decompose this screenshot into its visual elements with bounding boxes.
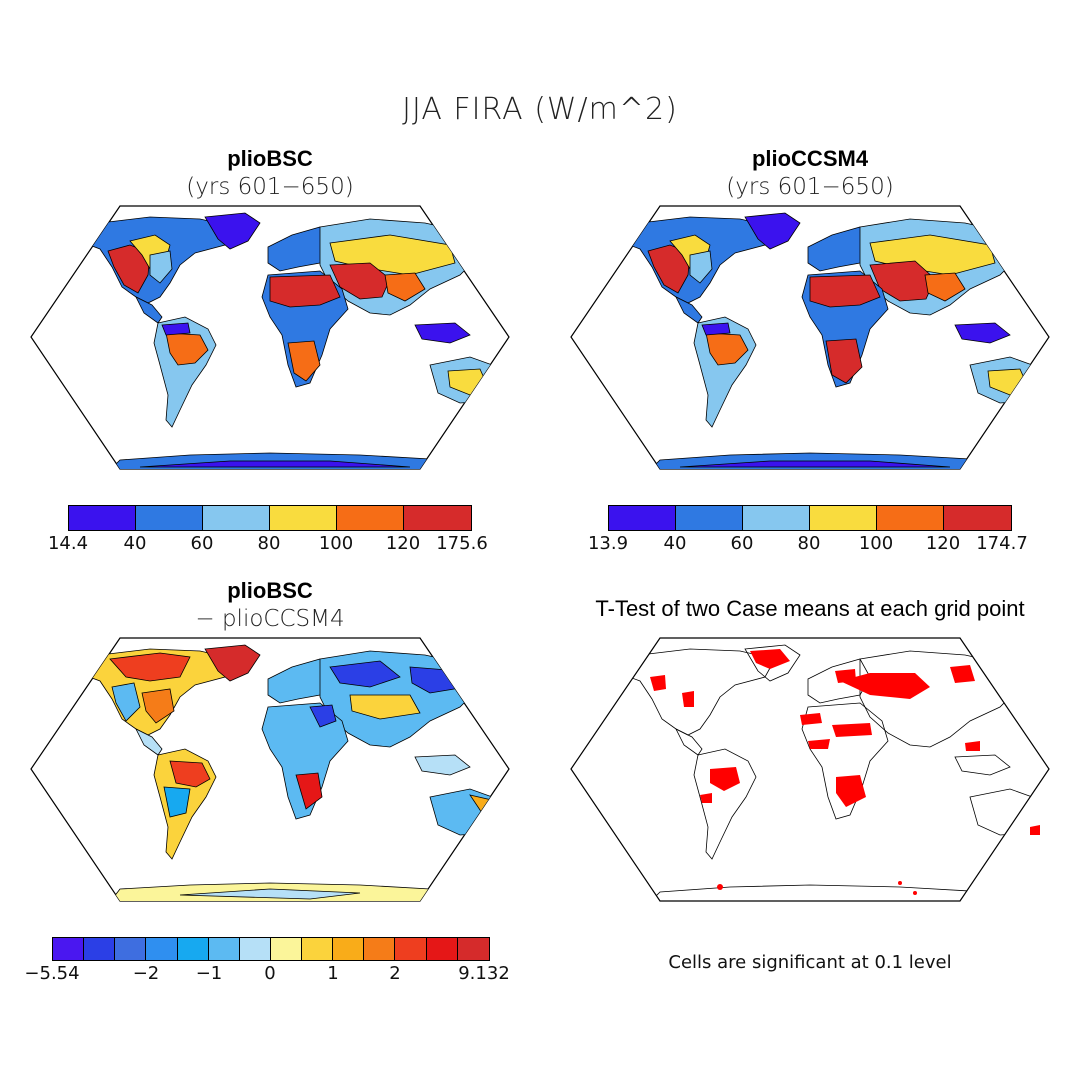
colorbar-cell <box>609 506 676 530</box>
panel2-tick-label: 100 <box>858 533 894 554</box>
panel3-colorbar <box>52 937 490 961</box>
panel3-tick-label: −2 <box>132 963 160 984</box>
colorbar-cell <box>337 506 404 530</box>
panel3-tick-label: 9.132 <box>458 963 510 984</box>
colorbar-cell <box>810 506 877 530</box>
panel3-title: plioBSC <box>227 578 313 603</box>
panel1-tick-label: 120 <box>385 533 421 554</box>
panel4-title: T-Test of two Case means at each grid po… <box>595 596 1025 621</box>
panel3-tick-label: 0 <box>264 963 276 984</box>
colorbar-cell <box>177 938 209 960</box>
panel2-subtitle: (yrs 601−650) <box>726 174 894 200</box>
colorbar-cell <box>743 506 810 530</box>
panel2-map <box>570 205 1050 470</box>
colorbar-cell <box>53 938 85 960</box>
panel2-tick-label: 120 <box>925 533 961 554</box>
colorbar-cell <box>333 938 365 960</box>
colorbar-cell <box>944 506 1011 530</box>
colorbar-cell <box>208 938 240 960</box>
panel2-title: plioCCSM4 <box>751 146 869 171</box>
panel1-tick-label: 175.6 <box>436 533 488 554</box>
colorbar-cell <box>203 506 270 530</box>
colorbar-cell <box>676 506 743 530</box>
panel1-tick-label: 14.4 <box>47 533 89 554</box>
colorbar-cell <box>69 506 136 530</box>
colorbar-cell <box>84 938 116 960</box>
panel4-map <box>570 637 1050 902</box>
colorbar-cell <box>457 938 489 960</box>
colorbar-cell <box>270 506 337 530</box>
panel2-colorbar <box>608 505 1012 531</box>
colorbar-cell <box>302 938 334 960</box>
panel1-tick-label: 40 <box>123 533 147 554</box>
panel1-tick-label: 60 <box>190 533 214 554</box>
panel2-tick-label: 13.9 <box>587 533 629 554</box>
significance-cells <box>650 649 1040 895</box>
colorbar-cell <box>146 938 178 960</box>
panel2-tick-label: 80 <box>797 533 821 554</box>
colorbar-cell <box>426 938 458 960</box>
colorbar-cell <box>136 506 203 530</box>
panel3-subtitle: − plioCCSM4 <box>195 606 345 632</box>
panel2-tick-label: 40 <box>663 533 687 554</box>
panel3-tick-label: −5.54 <box>24 963 80 984</box>
colorbar-cell <box>364 938 396 960</box>
colorbar-cell <box>404 506 471 530</box>
panel2-tick-label: 174.7 <box>976 533 1028 554</box>
panel3-tick-label: 1 <box>327 963 339 984</box>
panel1-tick-label: 80 <box>257 533 281 554</box>
panel3-tick-label: −1 <box>195 963 223 984</box>
panel3-tick-label: 2 <box>389 963 401 984</box>
significance-note: Cells are significant at 0.1 level <box>668 952 952 973</box>
panel1-subtitle: (yrs 601−650) <box>186 174 354 200</box>
panel1-colorbar <box>68 505 472 531</box>
panel1-title: plioBSC <box>227 146 313 171</box>
colorbar-cell <box>270 938 302 960</box>
colorbar-cell <box>239 938 271 960</box>
figure-title: JJA FIRA (W/m^2) <box>402 92 678 127</box>
colorbar-cell <box>395 938 427 960</box>
colorbar-cell <box>877 506 944 530</box>
panel2-tick-label: 60 <box>730 533 754 554</box>
panel3-map <box>30 637 510 902</box>
panel1-tick-label: 100 <box>318 533 354 554</box>
colorbar-cell <box>115 938 147 960</box>
panel1-map <box>30 205 510 470</box>
